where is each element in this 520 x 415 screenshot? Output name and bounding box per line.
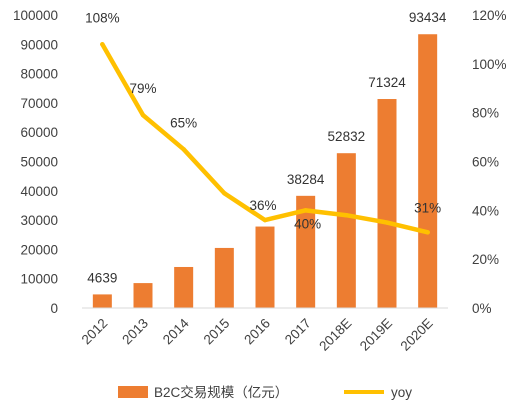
yoy-point — [140, 112, 146, 118]
bar — [418, 34, 438, 309]
bar — [336, 153, 356, 308]
left-axis-ticks: 0 10000 20000 30000 40000 50000 60000 70000 8000… — [13, 8, 58, 316]
right-axis-tick-label: 40% — [472, 203, 499, 218]
left-axis-tick-label: 30000 — [20, 213, 58, 228]
left-axis-tick-label: 50000 — [20, 155, 58, 170]
bar-data-label: 93434 — [409, 10, 447, 25]
left-axis-tick-label: 80000 — [20, 67, 58, 82]
x-axis-tick-label: 2013 — [119, 316, 151, 348]
bar — [92, 294, 112, 308]
x-axis-tick-label: 2018E — [316, 316, 354, 354]
x-axis-tick-label: 2016 — [241, 316, 273, 348]
x-axis-tick-label: 2020E — [398, 316, 436, 354]
yoy-point — [425, 230, 430, 235]
x-axis-tick-label: 2017 — [282, 316, 314, 348]
left-axis-tick-label: 40000 — [20, 184, 58, 199]
right-axis-tick-label: 0% — [472, 301, 492, 316]
data-labels: 4639 38284 52832 71324 93434 108% 79% 65% 36% 40%… — [85, 10, 447, 285]
bar-data-label: 4639 — [87, 270, 117, 285]
legend-line-label: yoy — [391, 385, 412, 400]
yoy-data-label: 79% — [129, 81, 156, 96]
left-axis-tick-label: 70000 — [20, 96, 58, 111]
left-axis-tick-label: 100000 — [13, 8, 58, 23]
bar — [296, 195, 316, 308]
legend-bar-label: B2C交易规模（亿元） — [154, 384, 288, 400]
bar — [255, 226, 275, 308]
left-axis-tick-label: 90000 — [20, 37, 58, 52]
bar-data-label: 71324 — [368, 75, 406, 90]
yoy-point — [181, 147, 186, 152]
yoy-point — [262, 217, 268, 223]
right-axis-ticks: 0% 20% 40% 60% 80% 100% 120% — [472, 8, 507, 316]
yoy-data-label: 108% — [85, 10, 120, 25]
yoy-point — [100, 42, 105, 47]
bar-data-label: 38284 — [287, 172, 325, 187]
right-axis-tick-label: 100% — [472, 57, 507, 72]
left-axis-tick-label: 10000 — [20, 272, 58, 287]
yoy-data-label: 36% — [249, 198, 276, 213]
yoy-point — [222, 191, 227, 196]
right-axis-tick-label: 80% — [472, 106, 499, 121]
yoy-point — [303, 208, 308, 213]
right-axis-tick-label: 60% — [472, 155, 499, 170]
bar — [174, 266, 194, 308]
bar — [133, 283, 153, 308]
bar — [377, 99, 397, 308]
bar-series — [92, 34, 438, 309]
legend-bar-swatch — [118, 386, 148, 398]
yoy-point — [384, 220, 390, 225]
right-axis-tick-label: 20% — [472, 252, 499, 267]
right-axis-tick-label: 120% — [472, 8, 507, 23]
yoy-data-label: 40% — [294, 216, 321, 231]
bar — [214, 247, 234, 308]
left-axis-tick-label: 20000 — [20, 242, 58, 257]
left-axis-tick-label: 60000 — [20, 125, 58, 140]
x-axis-tick-label: 2012 — [79, 316, 111, 348]
x-axis-tick-label: 2019E — [357, 316, 395, 354]
yoy-data-label: 31% — [414, 200, 441, 215]
line-series — [100, 42, 430, 235]
yoy-data-label: 65% — [170, 115, 197, 130]
yoy-point — [344, 213, 349, 218]
x-axis-tick-label: 2014 — [160, 315, 192, 347]
legend: B2C交易规模（亿元） yoy — [118, 384, 412, 400]
left-axis-tick-label: 0 — [50, 301, 58, 316]
bar-data-label: 52832 — [328, 129, 366, 144]
x-axis-tick-label: 2015 — [201, 316, 233, 348]
x-axis-ticks: 2012 2013 2014 2015 2016 2017 2018E 2019E 2020E — [79, 315, 436, 354]
